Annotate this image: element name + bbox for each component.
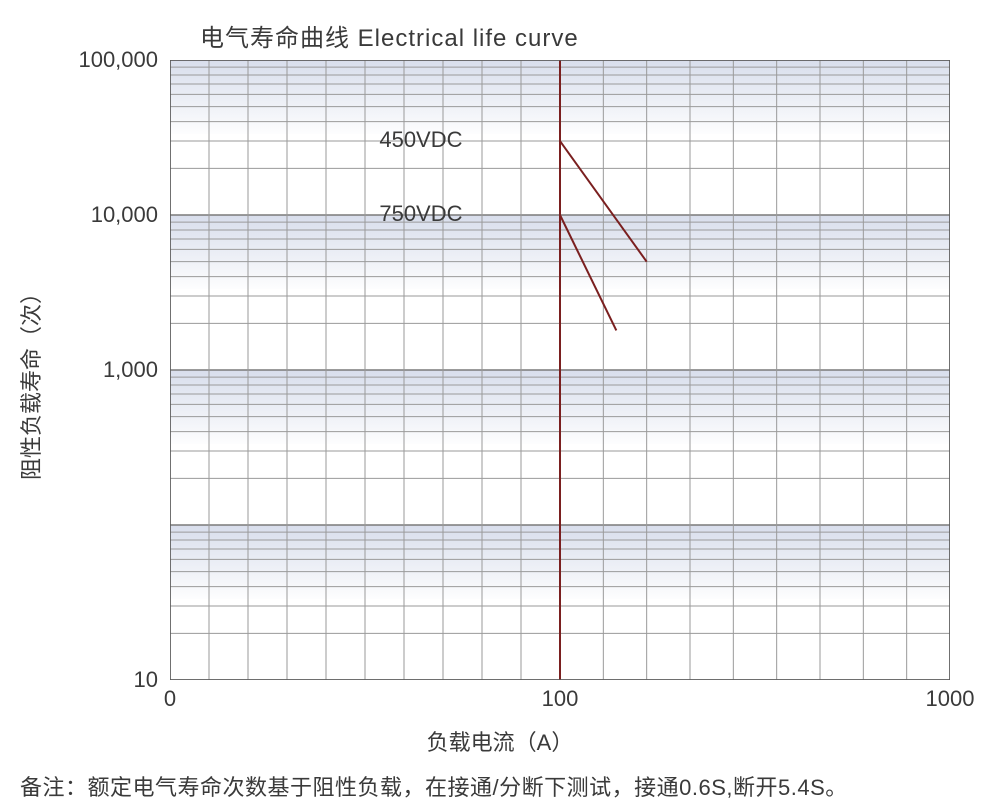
y-tick-label: 10 <box>38 667 158 693</box>
y-tick-label: 100,000 <box>38 47 158 73</box>
chart-svg <box>170 60 950 680</box>
series-label: 750VDC <box>363 201 463 227</box>
plot-area <box>170 60 950 680</box>
chart-footnote: 备注：额定电气寿命次数基于阻性负载，在接通/分断下测试，接通0.6S,断开5.4… <box>20 770 848 802</box>
chart-title: 电气寿命曲线 Electrical life curve <box>200 18 579 53</box>
chart-page: 电气寿命曲线 Electrical life curve 阻性负载寿命（次） 1… <box>0 0 1000 807</box>
x-axis-label: 负载电流（A） <box>0 725 1000 757</box>
x-tick-label: 100 <box>542 686 579 712</box>
x-tick-label: 0 <box>164 686 176 712</box>
y-tick-label: 10,000 <box>38 202 158 228</box>
y-tick-label: 1,000 <box>38 357 158 383</box>
series-label: 450VDC <box>363 127 463 153</box>
x-tick-label: 1000 <box>926 686 975 712</box>
